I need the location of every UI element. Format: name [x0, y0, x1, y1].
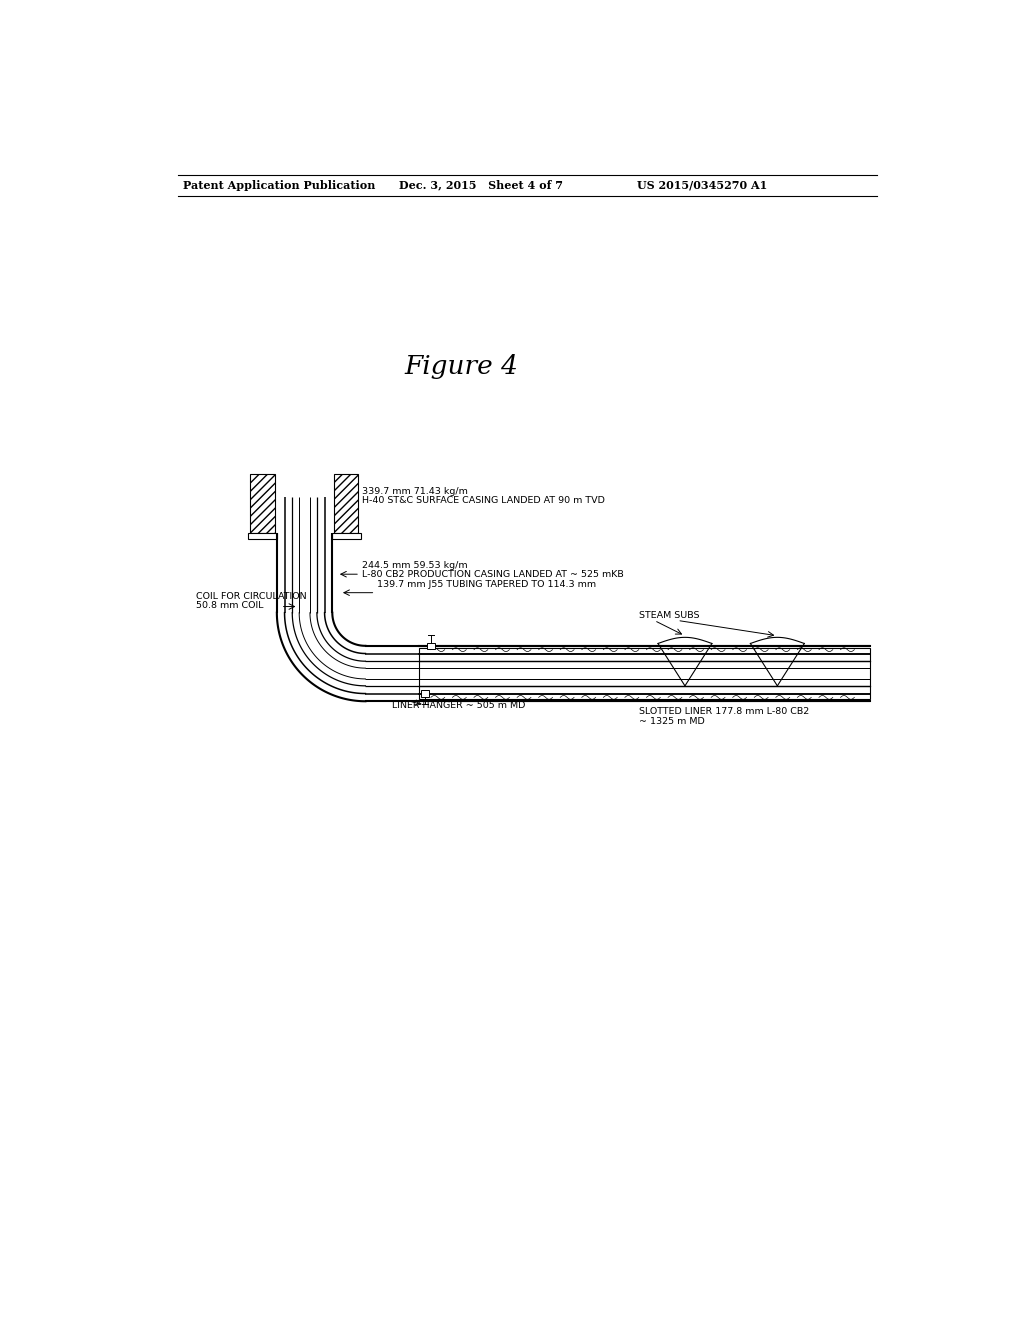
- Text: Patent Application Publication: Patent Application Publication: [183, 180, 375, 191]
- Text: US 2015/0345270 A1: US 2015/0345270 A1: [637, 180, 767, 191]
- Text: SLOTTED LINER 177.8 mm L-80 CB2: SLOTTED LINER 177.8 mm L-80 CB2: [639, 706, 809, 715]
- Text: Dec. 3, 2015   Sheet 4 of 7: Dec. 3, 2015 Sheet 4 of 7: [398, 180, 562, 191]
- Bar: [334, 474, 358, 533]
- Text: COIL FOR CIRCULATION: COIL FOR CIRCULATION: [196, 593, 306, 601]
- Text: 244.5 mm 59.53 kg/m: 244.5 mm 59.53 kg/m: [361, 561, 467, 570]
- Text: H-40 ST&C SURFACE CASING LANDED AT 90 m TVD: H-40 ST&C SURFACE CASING LANDED AT 90 m …: [361, 496, 604, 506]
- Text: 339.7 mm 71.43 kg/m: 339.7 mm 71.43 kg/m: [361, 487, 467, 496]
- Text: Figure 4: Figure 4: [404, 354, 518, 379]
- Bar: [427, 643, 435, 649]
- Text: L-80 CB2 PRODUCTION CASING LANDED AT ~ 525 mKB: L-80 CB2 PRODUCTION CASING LANDED AT ~ 5…: [361, 570, 624, 579]
- Bar: [419, 648, 869, 700]
- Bar: [250, 474, 274, 533]
- Text: LINER HANGER ~ 505 m MD: LINER HANGER ~ 505 m MD: [392, 701, 525, 710]
- Bar: [332, 533, 360, 539]
- Bar: [248, 533, 276, 539]
- Text: ~ 1325 m MD: ~ 1325 m MD: [639, 717, 705, 726]
- Text: 139.7 mm J55 TUBING TAPERED TO 114.3 mm: 139.7 mm J55 TUBING TAPERED TO 114.3 mm: [377, 579, 596, 589]
- Text: 50.8 mm COIL: 50.8 mm COIL: [196, 602, 263, 610]
- Text: STEAM SUBS: STEAM SUBS: [639, 611, 699, 620]
- Bar: [421, 690, 429, 697]
